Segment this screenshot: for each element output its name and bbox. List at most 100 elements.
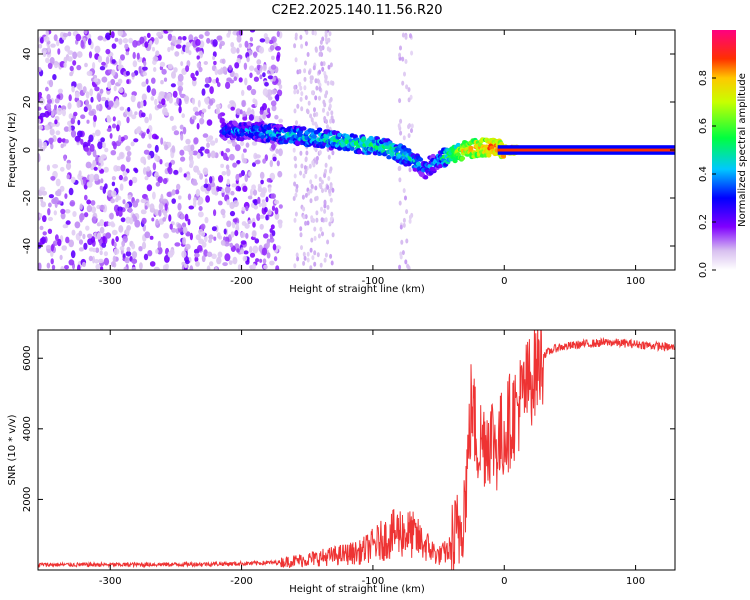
- noise-speckle: [155, 249, 159, 254]
- noise-speckle: [132, 40, 138, 48]
- noise-speckle: [296, 103, 300, 109]
- noise-speckle: [318, 69, 322, 75]
- noise-speckle: [410, 128, 413, 134]
- noise-speckle: [70, 129, 77, 138]
- noise-speckle: [409, 33, 412, 39]
- carrier-mark: [368, 135, 374, 141]
- noise-speckle: [198, 66, 203, 73]
- noise-speckle: [259, 171, 265, 179]
- noise-speckle: [316, 78, 320, 84]
- noise-speckle: [38, 125, 43, 130]
- noise-speckle: [324, 74, 328, 80]
- noise-speckle: [55, 130, 61, 136]
- noise-speckle: [231, 183, 237, 188]
- noise-speckle: [85, 99, 89, 108]
- noise-speckle: [118, 38, 123, 45]
- noise-speckle: [87, 38, 92, 46]
- noise-speckle: [308, 70, 311, 75]
- noise-speckle: [92, 62, 96, 70]
- noise-speckle: [104, 147, 109, 153]
- noise-speckle: [119, 106, 125, 111]
- noise-speckle: [402, 217, 406, 223]
- noise-speckle: [83, 106, 88, 113]
- noise-speckle: [326, 124, 329, 130]
- noise-speckle: [239, 109, 243, 115]
- noise-speckle: [275, 265, 280, 270]
- noise-speckle: [188, 50, 192, 56]
- carrier-mark: [415, 161, 421, 167]
- noise-speckle: [266, 240, 270, 249]
- noise-speckle: [206, 142, 210, 148]
- noise-speckle: [253, 205, 259, 210]
- noise-speckle: [162, 178, 168, 185]
- noise-speckle: [48, 79, 54, 88]
- noise-speckle: [270, 64, 277, 70]
- noise-speckle: [252, 189, 258, 196]
- noise-speckle: [319, 46, 323, 52]
- noise-speckle: [270, 193, 276, 199]
- noise-speckle: [243, 250, 249, 255]
- y-tick-label: 2000: [22, 487, 33, 512]
- spectrogram-y-label: Frequency (Hz): [7, 112, 18, 188]
- noise-speckle: [402, 135, 406, 141]
- noise-speckle: [144, 41, 149, 48]
- noise-speckle: [260, 188, 266, 196]
- noise-speckle: [216, 256, 222, 265]
- noise-speckle: [55, 234, 59, 242]
- noise-speckle: [204, 148, 210, 154]
- noise-speckle: [196, 55, 200, 60]
- noise-speckle: [77, 264, 81, 270]
- noise-speckle: [318, 86, 322, 92]
- noise-speckle: [68, 239, 74, 248]
- noise-speckle: [272, 156, 277, 162]
- noise-speckle: [118, 58, 122, 66]
- noise-speckle: [323, 257, 327, 263]
- noise-speckle: [65, 236, 70, 244]
- noise-speckle: [151, 77, 156, 84]
- noise-speckle: [203, 61, 208, 65]
- noise-speckle: [46, 262, 51, 269]
- noise-speckle: [196, 152, 201, 159]
- colorbar-gradient: [712, 30, 736, 270]
- noise-speckle: [232, 218, 238, 223]
- noise-speckle: [179, 149, 185, 156]
- noise-speckle: [50, 43, 56, 48]
- noise-speckle: [272, 80, 278, 86]
- noise-speckle: [104, 100, 109, 108]
- noise-speckle: [120, 217, 126, 223]
- snr-frame: [37, 329, 676, 571]
- noise-speckle: [304, 156, 308, 162]
- noise-speckle: [131, 114, 137, 120]
- noise-speckle: [120, 164, 126, 172]
- noise-speckle: [203, 249, 208, 257]
- noise-speckle: [151, 217, 155, 222]
- noise-speckle: [318, 82, 322, 88]
- noise-speckle: [48, 216, 53, 222]
- noise-speckle: [98, 156, 104, 164]
- noise-speckle: [162, 264, 168, 270]
- noise-speckle: [106, 128, 112, 132]
- noise-speckle: [295, 252, 299, 258]
- noise-speckle: [264, 82, 269, 87]
- noise-speckle: [299, 85, 303, 91]
- noise-speckle: [64, 45, 71, 52]
- noise-speckle: [182, 226, 188, 234]
- noise-speckle: [154, 135, 159, 140]
- carrier-mark: [301, 126, 307, 131]
- noise-speckle: [242, 185, 248, 192]
- noise-speckle: [294, 35, 298, 41]
- noise-speckle: [183, 95, 190, 102]
- x-tick-label: -200: [230, 276, 253, 287]
- noise-speckle: [298, 69, 302, 74]
- noise-speckle: [101, 76, 108, 83]
- colorbar-tick-label: 0.6: [698, 118, 709, 134]
- noise-speckle: [149, 203, 155, 212]
- noise-speckle: [269, 160, 273, 168]
- noise-speckle: [100, 96, 107, 102]
- noise-speckle: [110, 78, 116, 86]
- noise-speckle: [192, 76, 197, 81]
- noise-speckle: [313, 250, 317, 256]
- noise-speckle: [212, 51, 217, 58]
- noise-speckle: [54, 104, 57, 111]
- noise-speckle: [154, 144, 159, 153]
